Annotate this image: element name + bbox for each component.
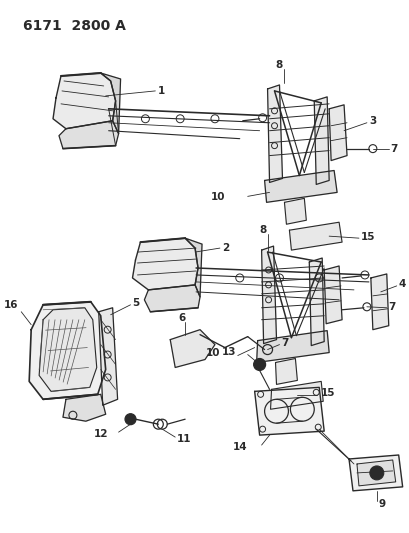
- Polygon shape: [59, 121, 118, 149]
- Polygon shape: [101, 73, 120, 134]
- Polygon shape: [39, 308, 97, 391]
- Text: 8: 8: [275, 60, 283, 70]
- Text: 15: 15: [360, 232, 375, 242]
- Polygon shape: [348, 455, 402, 491]
- Circle shape: [369, 466, 383, 480]
- Polygon shape: [328, 105, 346, 160]
- Polygon shape: [289, 222, 341, 250]
- Polygon shape: [270, 382, 322, 409]
- Text: 15: 15: [320, 389, 335, 398]
- Polygon shape: [308, 258, 324, 345]
- Text: 1: 1: [157, 86, 164, 96]
- Text: 6: 6: [178, 313, 185, 323]
- Text: 13: 13: [222, 346, 236, 357]
- Text: 7: 7: [388, 302, 395, 312]
- Polygon shape: [261, 246, 276, 344]
- Text: 11: 11: [177, 434, 191, 444]
- Text: 7: 7: [281, 337, 288, 348]
- Text: 9: 9: [378, 499, 385, 509]
- Circle shape: [253, 359, 265, 370]
- Polygon shape: [99, 308, 117, 405]
- Polygon shape: [370, 274, 388, 330]
- Polygon shape: [144, 285, 200, 312]
- Text: 16: 16: [4, 300, 18, 310]
- Polygon shape: [53, 73, 115, 129]
- Text: 4: 4: [398, 279, 405, 289]
- Polygon shape: [284, 198, 306, 224]
- Polygon shape: [29, 302, 106, 399]
- Polygon shape: [267, 85, 282, 182]
- Polygon shape: [254, 387, 324, 435]
- Polygon shape: [356, 460, 395, 486]
- Text: 6171  2800 A: 6171 2800 A: [23, 19, 126, 33]
- Text: 8: 8: [258, 225, 265, 235]
- Text: 12: 12: [94, 429, 108, 439]
- Polygon shape: [256, 330, 328, 362]
- Polygon shape: [132, 238, 198, 290]
- Text: 7: 7: [390, 143, 397, 154]
- Polygon shape: [324, 266, 341, 324]
- Polygon shape: [170, 330, 214, 367]
- Circle shape: [125, 414, 136, 425]
- Text: 14: 14: [232, 442, 247, 452]
- Text: 10: 10: [210, 192, 224, 203]
- Text: 2: 2: [221, 243, 229, 253]
- Text: 3: 3: [368, 116, 375, 126]
- Polygon shape: [264, 171, 336, 203]
- Polygon shape: [275, 359, 297, 384]
- Polygon shape: [63, 394, 106, 421]
- Text: 10: 10: [205, 348, 219, 358]
- Polygon shape: [313, 97, 328, 184]
- Polygon shape: [185, 238, 202, 297]
- Text: 5: 5: [132, 298, 139, 308]
